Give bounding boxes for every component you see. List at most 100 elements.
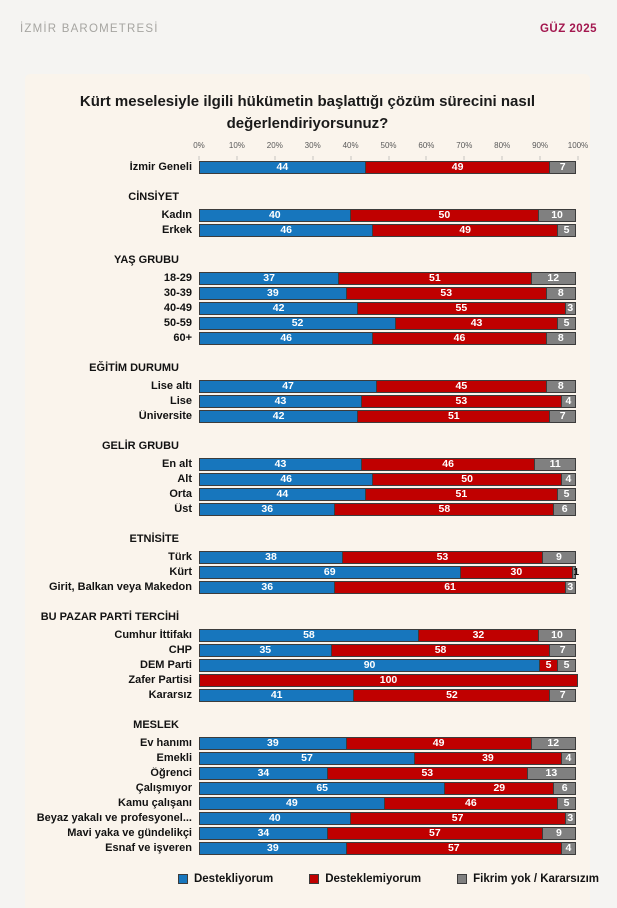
bar-track: 37 51 12: [199, 271, 578, 285]
group-header: ETNİSİTE: [129, 532, 179, 545]
bar-segment-value: 57: [447, 841, 460, 854]
bar-segment-fikrim-yok-karars-z-m: 5: [557, 658, 576, 672]
bar-segment-value: 5: [545, 658, 552, 671]
bar-track: 46 49 5: [199, 223, 578, 237]
bar-segment-desteklemiyorum: 57: [345, 841, 562, 855]
bar-segment-destekliyorum: 40: [199, 811, 351, 825]
x-axis-tick: [388, 155, 389, 160]
bar-segment-value: 69: [323, 565, 336, 578]
bar-segment-value: 3: [567, 811, 574, 824]
bar-track: 34 53 13: [199, 766, 578, 780]
bar-segment-value: 4: [565, 394, 572, 407]
bar-track: 42 55 3: [199, 301, 578, 315]
bar-row: Esnaf ve işveren 39 57 4: [25, 841, 578, 856]
bar-row: Üst 36 58 6: [25, 502, 578, 517]
bar-segment-desteklemiyorum: 49: [372, 223, 559, 237]
bar-segment-destekliyorum: 39: [199, 841, 347, 855]
bar-segment-fikrim-yok-karars-z-m: 6: [553, 781, 576, 795]
bar-track: 43 46 11: [199, 457, 578, 471]
bar-segment-desteklemiyorum: 52: [353, 688, 551, 702]
bar-segment-value: 90: [363, 658, 376, 671]
bar-segment-destekliyorum: 47: [199, 379, 378, 393]
bar-segment-desteklemiyorum: 46: [372, 331, 547, 345]
bar-row: Zafer Partisi 100: [25, 673, 578, 688]
bar-group: CİNSİYET Kadın 40 50 10 Erkek 46 49 5: [25, 191, 578, 238]
bar-row: Kamu çalışanı 49 46 5: [25, 796, 578, 811]
bar-segment-fikrim-yok-karars-z-m: 3: [564, 811, 576, 825]
bar-row: Üniversite 42 51 7: [25, 409, 578, 424]
legend-swatch: [309, 873, 320, 884]
chart-groups: İzmir Geneli 44 49 7 CİNSİYET Kadın 40 50 10 Erke…: [25, 160, 580, 856]
bar-track: 69 30 1: [199, 565, 580, 579]
bar-segment-value: 51: [429, 271, 441, 284]
bar-segment-destekliyorum: 90: [199, 658, 541, 672]
row-label: Girit, Balkan veya Makedon: [48, 581, 192, 593]
bar-segment-value: 4: [565, 841, 572, 854]
bar-segment-desteklemiyorum: 46: [360, 457, 536, 471]
bar-segment-value: 6: [561, 502, 568, 515]
x-axis-tick: [539, 155, 541, 160]
bar-segment-destekliyorum: 41: [199, 688, 355, 702]
row-label: Zafer Partisi: [128, 674, 192, 686]
bar-row: 50-59 52 43 5: [25, 316, 578, 331]
bar-row: Ev hanımı 39 49 12: [25, 736, 578, 751]
bar-segment-value: 44: [276, 160, 289, 173]
bar-segment-fikrim-yok-karars-z-m: 5: [557, 316, 576, 330]
bar-segment-value: 1: [573, 565, 580, 578]
bar-group: İzmir Geneli 44 49 7: [25, 160, 578, 175]
bar-track: 43 53 4: [199, 394, 578, 408]
bar-segment-destekliyorum: 42: [199, 301, 359, 315]
bar-segment-value: 7: [559, 409, 566, 422]
bar-segment-value: 42: [272, 301, 285, 314]
row-label: Türk: [168, 551, 192, 563]
x-axis-tick: [350, 155, 352, 160]
row-label: Üst: [174, 503, 192, 515]
bar-segment-value: 39: [482, 751, 494, 764]
bar-segment-value: 49: [459, 223, 472, 236]
bar-row: 40-49 42 55 3: [25, 301, 578, 316]
bar-segment-value: 11: [549, 457, 561, 470]
chart-title: Kürt meselesiyle ilgili hükümetin başlat…: [79, 93, 536, 132]
bar-segment-destekliyorum: 44: [199, 487, 366, 501]
bar-segment-value: 7: [559, 160, 566, 173]
bar-segment-value: 57: [451, 811, 464, 824]
bar-segment-destekliyorum: 43: [199, 457, 362, 471]
bar-segment-value: 57: [301, 751, 313, 764]
x-axis-tick-label: 70%: [456, 140, 473, 150]
group-header: CİNSİYET: [128, 190, 179, 203]
bar-segment-value: 44: [276, 487, 289, 500]
bar-track: 40 57 3: [199, 811, 578, 825]
x-axis-tick-label: 100%: [567, 140, 589, 150]
bar-track: 65 29 6: [199, 781, 578, 795]
bar-segment-fikrim-yok-karars-z-m: 8: [545, 286, 576, 300]
bar-segment-desteklemiyorum: 55: [357, 301, 566, 315]
bar-segment-desteklemiyorum: 50: [372, 472, 562, 486]
bar-segment-fikrim-yok-karars-z-m: 10: [538, 208, 576, 222]
group-header: YAŞ GRUBU: [114, 253, 179, 266]
bar-group: GELİR GRUBU En alt 43 46 11 Alt 46 50 4 Orta 44 51 5…: [25, 440, 578, 517]
bar-row: Kürt 69 30 1: [25, 565, 580, 580]
bar-segment-desteklemiyorum: 43: [395, 316, 559, 330]
bar-track: 34 57 9: [199, 826, 578, 840]
bar-segment-fikrim-yok-karars-z-m: 7: [549, 160, 576, 174]
bar-track: 38 53 9: [199, 550, 578, 564]
bar-group: EĞİTİM DURUMU Lise altı 47 45 8 Lise 43 53 4 Üniv…: [25, 362, 578, 424]
bar-segment-fikrim-yok-karars-z-m: 4: [560, 394, 576, 408]
bar-segment-value: 58: [438, 502, 451, 515]
bar-segment-fikrim-yok-karars-z-m: 13: [526, 766, 576, 780]
bar-segment-value: 39: [267, 841, 279, 854]
x-axis-tick-label: 10%: [228, 140, 245, 150]
bar-segment-value: 43: [274, 394, 287, 407]
row-label: Kadın: [161, 209, 192, 221]
bar-segment-value: 58: [434, 643, 447, 656]
bar-segment-value: 61: [444, 580, 456, 593]
bar-segment-value: 46: [280, 331, 292, 344]
group-header: MESLEK: [133, 718, 179, 731]
bar-segment-desteklemiyorum: 57: [326, 826, 543, 840]
bar-segment-value: 43: [470, 316, 483, 329]
bar-segment-value: 46: [280, 472, 292, 485]
x-axis-tick: [577, 155, 579, 160]
bar-row: 18-29 37 51 12: [25, 271, 578, 286]
bar-segment-destekliyorum: 46: [199, 223, 374, 237]
bar-segment-value: 3: [567, 301, 574, 314]
